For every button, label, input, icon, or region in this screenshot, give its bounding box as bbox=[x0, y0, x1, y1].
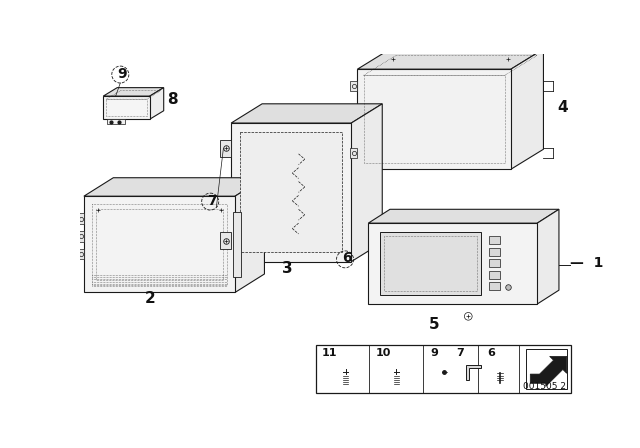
Polygon shape bbox=[531, 356, 566, 386]
Polygon shape bbox=[150, 88, 164, 119]
Polygon shape bbox=[489, 236, 500, 244]
Polygon shape bbox=[380, 233, 481, 295]
Polygon shape bbox=[351, 104, 382, 262]
Polygon shape bbox=[77, 231, 84, 241]
Text: 6: 6 bbox=[342, 251, 351, 265]
Text: 7: 7 bbox=[456, 348, 463, 358]
Text: 8: 8 bbox=[168, 92, 178, 107]
Polygon shape bbox=[77, 213, 84, 224]
Polygon shape bbox=[234, 211, 241, 277]
Polygon shape bbox=[537, 209, 559, 304]
Polygon shape bbox=[241, 132, 342, 252]
Polygon shape bbox=[103, 88, 164, 96]
Polygon shape bbox=[316, 345, 571, 392]
Polygon shape bbox=[103, 96, 150, 119]
Polygon shape bbox=[466, 365, 481, 380]
Text: 11: 11 bbox=[322, 348, 337, 358]
Circle shape bbox=[392, 368, 400, 375]
Text: 4: 4 bbox=[557, 99, 568, 115]
Polygon shape bbox=[511, 49, 543, 169]
Circle shape bbox=[342, 368, 349, 375]
Polygon shape bbox=[489, 271, 500, 279]
Polygon shape bbox=[77, 249, 84, 259]
Circle shape bbox=[439, 366, 450, 377]
Polygon shape bbox=[368, 209, 559, 223]
Polygon shape bbox=[84, 178, 264, 196]
Polygon shape bbox=[107, 119, 125, 124]
Polygon shape bbox=[220, 140, 231, 157]
Polygon shape bbox=[84, 196, 235, 293]
Polygon shape bbox=[358, 49, 543, 69]
Polygon shape bbox=[489, 282, 500, 290]
Text: —  1: — 1 bbox=[570, 256, 603, 270]
Polygon shape bbox=[358, 69, 511, 169]
Text: 7: 7 bbox=[207, 194, 217, 208]
Text: 9: 9 bbox=[117, 67, 127, 81]
Polygon shape bbox=[220, 233, 231, 250]
Text: 9: 9 bbox=[430, 348, 438, 358]
Polygon shape bbox=[368, 223, 537, 304]
Polygon shape bbox=[525, 349, 568, 389]
Circle shape bbox=[500, 280, 516, 295]
Polygon shape bbox=[349, 148, 358, 159]
Polygon shape bbox=[489, 259, 500, 267]
Text: 5: 5 bbox=[429, 317, 440, 332]
Text: 001505 2: 001505 2 bbox=[522, 382, 566, 391]
Text: 10: 10 bbox=[376, 348, 392, 358]
Text: 2: 2 bbox=[145, 291, 155, 306]
Polygon shape bbox=[231, 123, 351, 262]
Text: 6: 6 bbox=[487, 348, 495, 358]
Polygon shape bbox=[235, 178, 264, 293]
Polygon shape bbox=[349, 81, 358, 91]
Circle shape bbox=[496, 364, 504, 372]
Polygon shape bbox=[489, 248, 500, 255]
Text: 3: 3 bbox=[282, 261, 292, 276]
Polygon shape bbox=[231, 104, 382, 123]
